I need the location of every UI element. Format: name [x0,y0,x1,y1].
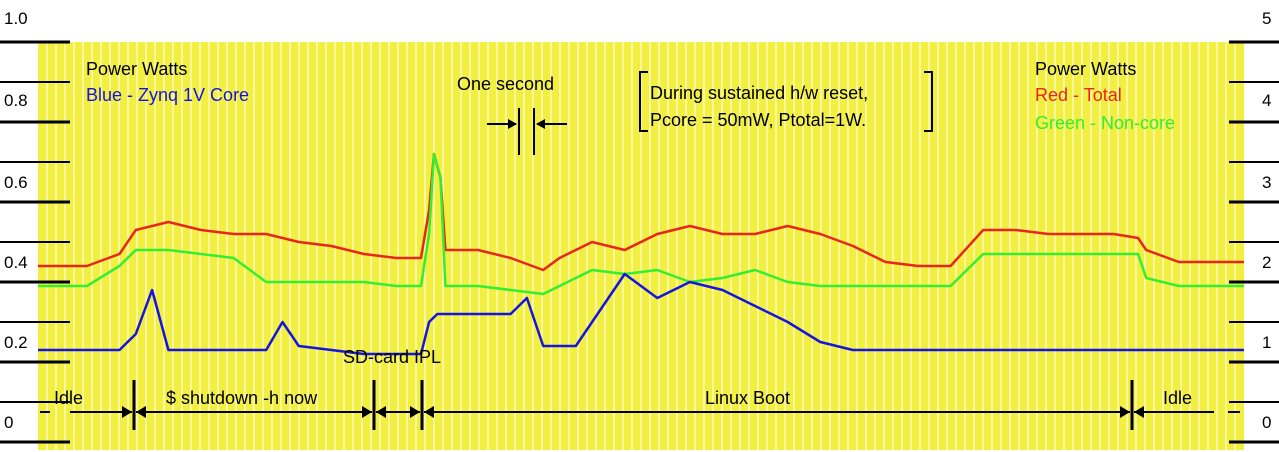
series-line-green-non-core [38,152,1244,296]
vertical-gridlines [46,42,1236,450]
right-tick-label: 4 [1262,91,1271,110]
left-legend-title: Power Watts [86,59,187,79]
phase-label-shutdown: $ shutdown -h now [166,388,318,408]
series-line-blue-zynq-1v-core [38,272,1244,356]
left-legend: Power Watts Blue - Zynq 1V Core [86,59,249,105]
one-second-annotation: One second [457,74,567,155]
one-second-label: One second [457,74,554,94]
left-tick-label: 0.6 [4,173,28,192]
phase-arrowhead [1134,406,1144,418]
right-legend-title: Power Watts [1035,59,1136,79]
right-tick-label: 1 [1262,333,1271,352]
sd-card-label: SD-card IPL [343,347,441,367]
phase-arrowhead [1120,406,1130,418]
phase-arrowhead [376,406,386,418]
legend-entry-green: Green - Non-core [1035,113,1175,133]
left-tick-label: 0.4 [4,253,28,272]
right-legend: Power Watts Red - Total Green - Non-core [1035,59,1175,133]
right-tick-label: 5 [1262,9,1271,28]
reset-note-line2: Pcore = 50mW, Ptotal=1W. [650,110,866,130]
reset-note-line1: During sustained h/w reset, [650,83,868,103]
right-tick-label: 2 [1262,253,1271,272]
phase-arrowhead [362,406,372,418]
phase-annotations: SD-card IPL Idle $ shutdown -h now Linux… [54,347,1192,408]
one-second-right-arrowhead [536,119,545,129]
legend-entry-red: Red - Total [1035,85,1122,105]
right-tick-label: 0 [1262,413,1271,432]
phase-label-idle-end: Idle [1163,388,1192,408]
left-axis-labels: 1.0 0.8 0.6 0.4 0.2 0 [4,9,28,432]
left-tick-label: 0 [4,413,13,432]
series-layer [38,152,1244,356]
phase-arrowhead [410,406,420,418]
reset-note: During sustained h/w reset, Pcore = 50mW… [639,71,933,132]
axis-tick-marks [0,40,1279,444]
series-line-red-total [38,152,1244,272]
left-tick-label: 0.2 [4,333,28,352]
reset-note-right-bracket [924,71,933,132]
right-tick-label: 3 [1262,173,1271,192]
phase-arrowhead [136,406,146,418]
phase-arrows [40,380,1240,430]
phase-label-idle-start: Idle [54,388,83,408]
one-second-left-arrowhead [508,119,517,129]
left-tick-label: 1.0 [4,9,28,28]
phase-arrowhead [424,406,434,418]
right-axis-labels: 5 4 3 2 1 0 [1262,9,1271,432]
phase-label-linux-boot: Linux Boot [705,388,790,408]
reset-note-left-bracket [639,71,648,132]
left-tick-label: 0.8 [4,91,28,110]
phase-arrowhead [122,406,132,418]
legend-entry-blue: Blue - Zynq 1V Core [86,85,249,105]
